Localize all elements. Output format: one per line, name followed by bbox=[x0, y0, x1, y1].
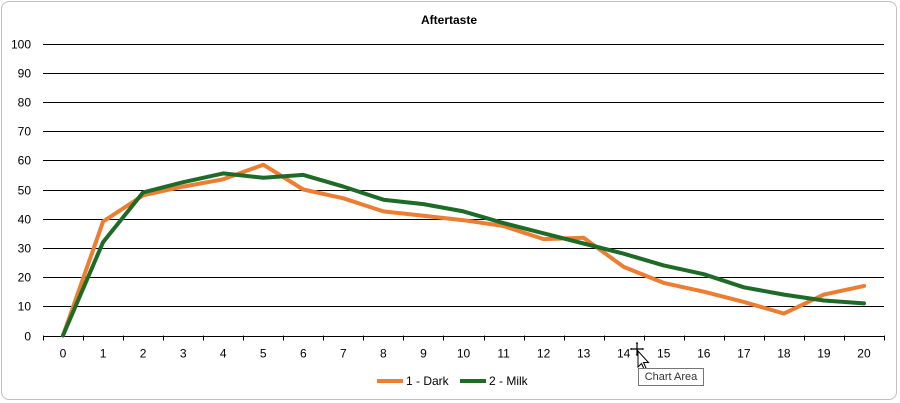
series-line-1 bbox=[61, 162, 866, 338]
x-tick-label: 8 bbox=[380, 347, 387, 361]
x-tick-label: 15 bbox=[657, 347, 671, 361]
y-tick-label: 10 bbox=[18, 300, 32, 314]
x-tick-label: 12 bbox=[537, 347, 551, 361]
x-tick-label: 16 bbox=[697, 347, 711, 361]
y-tick-label: 20 bbox=[18, 271, 32, 285]
x-tick-label: 3 bbox=[180, 347, 187, 361]
x-axis: 0 1 2 3 4 5 6 7 8 9 10 11 12 13 14 15 16 17 18 19 20 bbox=[43, 335, 885, 361]
x-tick-label: 4 bbox=[220, 347, 227, 361]
chart-area-tooltip: Chart Area bbox=[638, 368, 704, 386]
y-tick-label: 60 bbox=[18, 154, 32, 168]
y-tick-label: 50 bbox=[18, 184, 32, 198]
x-tick-label: 11 bbox=[497, 347, 510, 361]
x-tick-label: 17 bbox=[737, 347, 751, 361]
y-tick-label: 90 bbox=[18, 67, 32, 81]
x-tick-label: 13 bbox=[577, 347, 591, 361]
x-tick-label: 20 bbox=[857, 347, 871, 361]
y-axis-ticks: 0 10 20 30 40 50 60 70 80 90 100 bbox=[11, 38, 31, 344]
y-tick-label: 30 bbox=[18, 242, 32, 256]
legend: 1 - Dark 2 - Milk bbox=[377, 374, 529, 388]
y-tick-label: 40 bbox=[18, 213, 32, 227]
y-tick-label: 100 bbox=[11, 38, 31, 52]
move-cursor-icon bbox=[628, 340, 650, 370]
legend-label: 1 - Dark bbox=[406, 374, 450, 388]
y-tick-label: 80 bbox=[18, 96, 32, 110]
x-tick-label: 19 bbox=[817, 347, 831, 361]
x-tick-label: 2 bbox=[140, 347, 147, 361]
x-tick-label: 7 bbox=[340, 347, 347, 361]
x-tick-label: 10 bbox=[457, 347, 471, 361]
x-tick-label: 14 bbox=[617, 347, 631, 361]
x-tick-label: 18 bbox=[777, 347, 791, 361]
x-tick-label: 5 bbox=[260, 347, 267, 361]
series-line-2 bbox=[61, 171, 866, 338]
x-tick-label: 0 bbox=[60, 347, 67, 361]
y-tick-label: 70 bbox=[18, 125, 32, 139]
x-tick-label: 6 bbox=[300, 347, 307, 361]
x-tick-label: 9 bbox=[420, 347, 427, 361]
y-tick-label: 0 bbox=[24, 330, 31, 344]
x-tick-label: 1 bbox=[100, 347, 107, 361]
series-lines bbox=[61, 162, 866, 338]
chart-title: Aftertaste bbox=[421, 13, 477, 27]
gridlines bbox=[43, 44, 884, 337]
legend-label: 2 - Milk bbox=[489, 374, 529, 388]
